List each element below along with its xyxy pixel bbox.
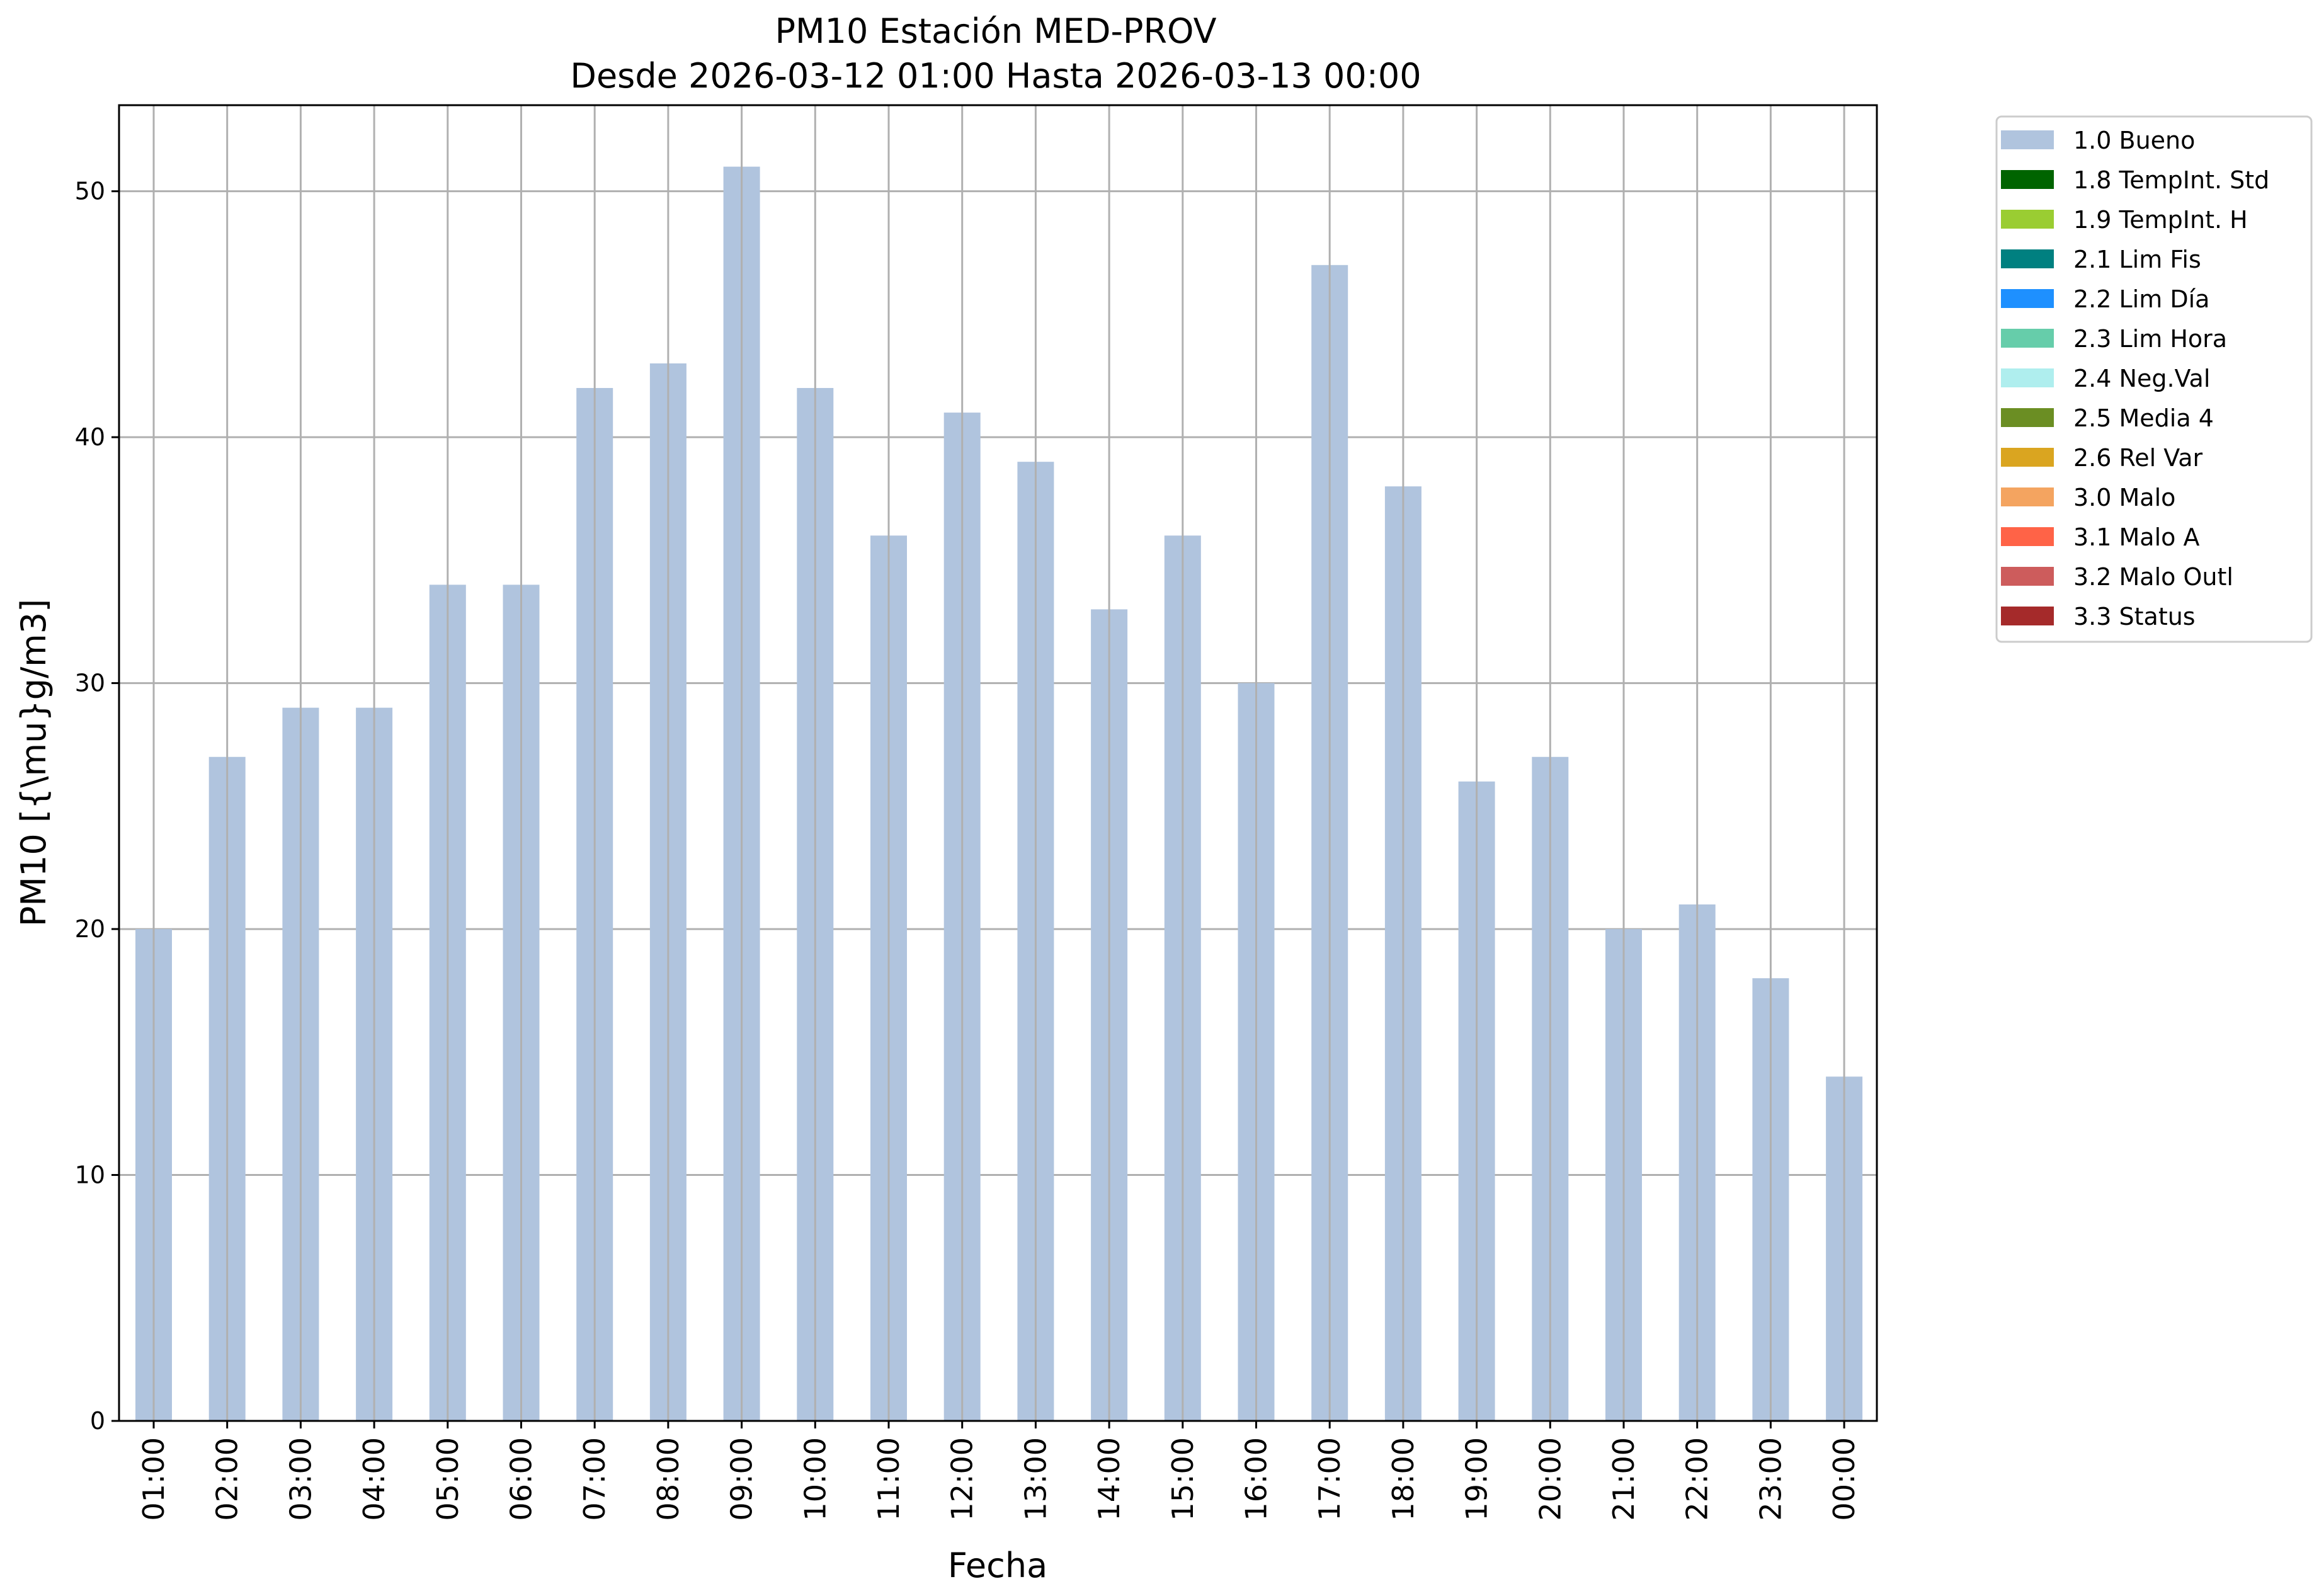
legend-label: 2.3 Lim Hora xyxy=(2073,325,2227,353)
legend-label: 2.5 Media 4 xyxy=(2073,404,2214,432)
legend-swatch xyxy=(2001,487,2054,506)
x-tick-label: 03:00 xyxy=(283,1437,317,1521)
legend-label: 3.1 Malo A xyxy=(2073,523,2199,551)
legend-frame xyxy=(1995,115,2313,643)
y-tick-label: 0 xyxy=(90,1407,105,1435)
legend-label: 2.4 Neg.Val xyxy=(2073,365,2210,392)
legend-swatch xyxy=(2001,210,2054,229)
legend-swatch xyxy=(2001,329,2054,348)
y-axis-label: PM10 [{\mu}g/m3] xyxy=(14,599,54,926)
legend-label: 2.1 Lim Fis xyxy=(2073,246,2201,273)
legend: 1.0 Bueno 1.8 TempInt. Std 1.9 TempInt. H 2… xyxy=(1995,115,2313,643)
x-tick-label: 10:00 xyxy=(798,1437,832,1521)
y-tick-label: 30 xyxy=(75,670,105,697)
x-tick-label: 22:00 xyxy=(1680,1437,1714,1521)
x-tick-label: 01:00 xyxy=(137,1437,171,1521)
legend-swatch xyxy=(2001,448,2054,467)
legend-swatch xyxy=(2001,527,2054,546)
x-tick-label: 09:00 xyxy=(725,1437,759,1521)
x-axis-label: Fecha xyxy=(948,1546,1047,1585)
legend-swatch xyxy=(2001,249,2054,268)
x-gridlines xyxy=(152,105,1845,1421)
legend-swatch xyxy=(2001,170,2054,189)
y-tick-label: 10 xyxy=(75,1161,105,1189)
x-tick-label: 04:00 xyxy=(357,1437,391,1521)
x-tick-label: 16:00 xyxy=(1239,1437,1273,1521)
y-axis-ticks: 0 10 20 30 40 50 xyxy=(75,178,119,1435)
x-tick-label: 21:00 xyxy=(1607,1437,1641,1521)
x-axis-ticks: 01:00 02:00 03:00 04:00 05:00 06:00 07:00 08:00… xyxy=(137,1421,1861,1521)
x-tick-label: 11:00 xyxy=(872,1437,906,1521)
legend-label: 3.2 Malo Outl xyxy=(2073,563,2233,591)
x-tick-label: 06:00 xyxy=(504,1437,538,1521)
x-tick-label: 19:00 xyxy=(1460,1437,1494,1521)
legend-label: 3.3 Status xyxy=(2073,603,2196,630)
legend-swatch xyxy=(2001,368,2054,387)
legend-swatch xyxy=(2001,130,2054,149)
x-tick-label: 08:00 xyxy=(651,1437,685,1521)
x-tick-label: 20:00 xyxy=(1533,1437,1567,1521)
x-tick-label: 14:00 xyxy=(1092,1437,1126,1521)
chart-title: PM10 Estación MED-PROV xyxy=(775,11,1216,51)
legend-label: 2.2 Lim Día xyxy=(2073,285,2209,313)
x-tick-label: 07:00 xyxy=(578,1437,612,1521)
x-tick-label: 12:00 xyxy=(945,1437,979,1521)
legend-label: 1.0 Bueno xyxy=(2073,127,2195,154)
legend-swatch xyxy=(2001,607,2054,625)
legend-swatch xyxy=(2001,408,2054,427)
legend-label: 1.9 TempInt. H xyxy=(2073,206,2248,234)
x-tick-label: 00:00 xyxy=(1827,1437,1861,1521)
y-tick-label: 20 xyxy=(75,915,105,943)
legend-swatch xyxy=(2001,567,2054,586)
x-tick-label: 23:00 xyxy=(1753,1437,1787,1521)
x-tick-label: 15:00 xyxy=(1166,1437,1200,1521)
x-tick-label: 05:00 xyxy=(431,1437,465,1521)
x-tick-label: 17:00 xyxy=(1313,1437,1347,1521)
legend-label: 2.6 Rel Var xyxy=(2073,444,2203,472)
chart-subtitle: Desde 2026-03-12 01:00 Hasta 2026-03-13 … xyxy=(570,56,1421,96)
legend-swatch xyxy=(2001,289,2054,308)
x-tick-label: 18:00 xyxy=(1386,1437,1420,1521)
x-tick-label: 02:00 xyxy=(210,1437,244,1521)
x-tick-label: 13:00 xyxy=(1018,1437,1052,1521)
legend-label: 1.8 TempInt. Std xyxy=(2073,166,2269,194)
y-tick-label: 40 xyxy=(75,423,105,451)
legend-label: 3.0 Malo xyxy=(2073,484,2175,511)
plot-frame xyxy=(118,104,1878,1422)
y-tick-label: 50 xyxy=(75,178,105,205)
